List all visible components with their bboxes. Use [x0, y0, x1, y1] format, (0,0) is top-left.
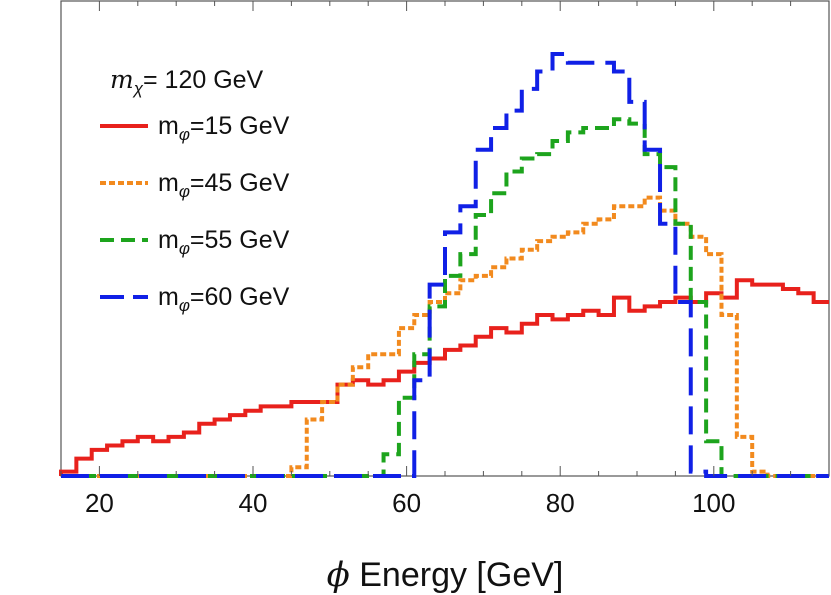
legend-entry-1: mφ=45 GeV — [158, 169, 290, 201]
series-line-3 — [61, 52, 829, 478]
legend: mχ= 120 GeV mφ=15 GeV mφ=45 GeV mφ=55 GeV mφ… — [100, 65, 290, 315]
legend-entry-3: mφ=60 GeV — [158, 283, 290, 315]
x-axis-title: ϕ Energy [GeV] — [327, 555, 564, 595]
series-layer — [59, 52, 829, 478]
x-axis-ticks: 20 40 60 80 100 — [60, 1, 830, 518]
legend-entry-0: mφ=15 GeV — [158, 112, 290, 144]
x-tick-label: 20 — [85, 488, 114, 518]
legend-entry-2: mφ=55 GeV — [158, 226, 290, 258]
x-tick-label: 40 — [239, 488, 268, 518]
x-tick-label: 60 — [392, 488, 421, 518]
x-axis-label: Energy [GeV] — [350, 556, 564, 594]
x-tick-label: 100 — [692, 488, 735, 518]
series-line-1 — [61, 195, 829, 478]
x-axis-symbol: ϕ — [327, 555, 350, 595]
legend-title: mχ= 120 GeV — [110, 65, 264, 98]
x-tick-label: 80 — [546, 488, 575, 518]
